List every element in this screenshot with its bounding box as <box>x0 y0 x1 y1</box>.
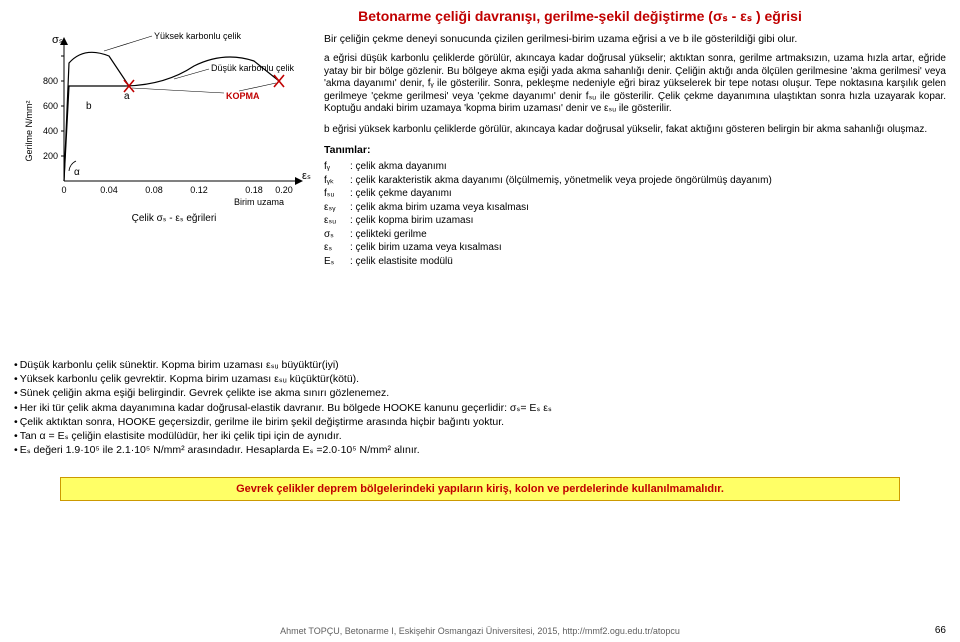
bullet-list: Düşük karbonlu çelik sünektir. Kopma bir… <box>14 358 946 457</box>
svg-text:0: 0 <box>61 185 66 195</box>
bullet-item: Sünek çeliğin akma eşiği belirgindir. Ge… <box>14 386 946 400</box>
svg-text:b: b <box>86 101 92 112</box>
svg-text:a: a <box>124 91 130 102</box>
bullet-item: Düşük karbonlu çelik sünektir. Kopma bir… <box>14 358 946 372</box>
svg-text:0.18: 0.18 <box>245 185 263 195</box>
svg-text:σₛ: σₛ <box>52 34 63 46</box>
svg-text:0.04: 0.04 <box>100 185 118 195</box>
svg-text:α: α <box>74 167 80 178</box>
svg-text:0.08: 0.08 <box>145 185 163 195</box>
break-mark-a <box>274 75 284 87</box>
svg-text:Düşük karbonlu çelik: Düşük karbonlu çelik <box>211 63 295 73</box>
svg-text:Gerilme N/mm²: Gerilme N/mm² <box>24 101 34 162</box>
definition-row: εₛᵤ: çelik kopma birim uzaması <box>324 214 946 228</box>
bullet-item: Yüksek karbonlu çelik gevrektir. Kopma b… <box>14 372 946 386</box>
bullet-item: Her iki tür çelik akma dayanımına kadar … <box>14 401 946 415</box>
stress-strain-chart: 200 400 600 800 0 0.04 0.08 0.12 0.18 0.… <box>14 31 314 231</box>
definition-row: σₛ: çelikteki gerilme <box>324 228 946 242</box>
svg-text:KOPMA: KOPMA <box>226 91 260 101</box>
svg-text:εₛ: εₛ <box>302 170 311 182</box>
definition-row: fᵧₖ: çelik karakteristik akma dayanımı (… <box>324 174 946 188</box>
page-title: Betonarme çeliği davranışı, gerilme-şeki… <box>14 8 946 25</box>
svg-text:Yüksek karbonlu çelik: Yüksek karbonlu çelik <box>154 31 242 41</box>
warning-box: Gevrek çelikler deprem bölgelerindeki ya… <box>60 477 900 501</box>
svg-text:Birim uzama: Birim uzama <box>234 197 284 207</box>
footer-text: Ahmet TOPÇU, Betonarme I, Eskişehir Osma… <box>0 626 960 636</box>
definitions-heading: Tanımlar: <box>324 144 946 156</box>
svg-text:600: 600 <box>43 101 58 111</box>
intro-text: Bir çeliğin çekme deneyi sonucunda çizil… <box>324 33 946 45</box>
page-number: 66 <box>935 625 946 636</box>
bullet-item: Tan α = Eₛ çeliğin elastisite modülüdür,… <box>14 429 946 443</box>
svg-text:800: 800 <box>43 76 58 86</box>
svg-text:0.12: 0.12 <box>190 185 208 195</box>
definition-row: Eₛ: çelik elastisite modülü <box>324 255 946 269</box>
chart-container: 200 400 600 800 0 0.04 0.08 0.12 0.18 0.… <box>14 31 314 268</box>
definition-row: fᵧ: çelik akma dayanımı <box>324 160 946 174</box>
paragraph-a: a eğrisi düşük karbonlu çeliklerde görül… <box>324 53 946 116</box>
definition-row: fₛᵤ: çelik çekme dayanımı <box>324 187 946 201</box>
paragraph-b: b eğrisi yüksek karbonlu çeliklerde görü… <box>324 124 946 137</box>
svg-text:200: 200 <box>43 151 58 161</box>
svg-text:Çelik σₛ - εₛ eğrileri: Çelik σₛ - εₛ eğrileri <box>132 213 217 224</box>
definition-row: εₛ: çelik birim uzama veya kısalması <box>324 241 946 255</box>
svg-text:0.20: 0.20 <box>275 185 293 195</box>
svg-text:400: 400 <box>43 126 58 136</box>
bullet-item: Eₛ değeri 1.9·10⁵ ile 2.1·10⁵ N/mm² aras… <box>14 443 946 457</box>
definition-row: εₛᵧ: çelik akma birim uzama veya kısalma… <box>324 201 946 215</box>
definitions-list: fᵧ: çelik akma dayanımıfᵧₖ: çelik karakt… <box>324 160 946 268</box>
bullet-item: Çelik aktıktan sonra, HOOKE geçersizdir,… <box>14 415 946 429</box>
